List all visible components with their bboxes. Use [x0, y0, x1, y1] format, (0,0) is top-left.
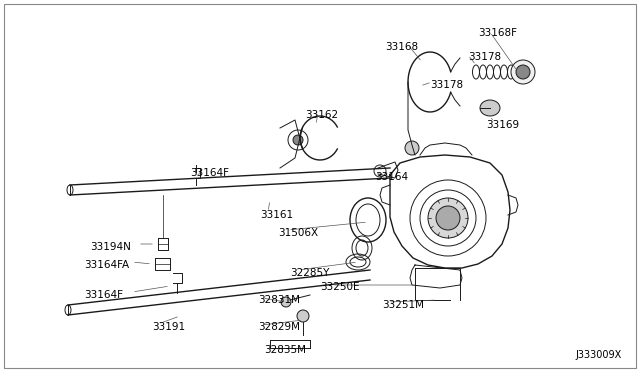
Text: 33168: 33168 — [385, 42, 418, 52]
Text: 33161: 33161 — [260, 210, 293, 220]
Text: 32831M: 32831M — [258, 295, 300, 305]
Ellipse shape — [511, 60, 535, 84]
Ellipse shape — [65, 305, 71, 315]
Ellipse shape — [428, 198, 468, 238]
Text: 33194N: 33194N — [90, 242, 131, 252]
Ellipse shape — [516, 65, 530, 79]
Text: 33178: 33178 — [468, 52, 501, 62]
Ellipse shape — [281, 297, 291, 307]
Ellipse shape — [297, 310, 309, 322]
Text: 32285Y: 32285Y — [290, 268, 330, 278]
Ellipse shape — [436, 206, 460, 230]
Text: 32829M: 32829M — [258, 322, 300, 332]
Text: 33164F: 33164F — [190, 168, 229, 178]
Text: 33250E: 33250E — [320, 282, 360, 292]
Ellipse shape — [480, 100, 500, 116]
Ellipse shape — [374, 165, 386, 177]
Text: 33164: 33164 — [375, 172, 408, 182]
Text: 33164FA: 33164FA — [84, 260, 129, 270]
Ellipse shape — [405, 141, 419, 155]
Text: 33169: 33169 — [486, 120, 519, 130]
Ellipse shape — [293, 135, 303, 145]
Text: 33168F: 33168F — [478, 28, 517, 38]
Text: 31506X: 31506X — [278, 228, 318, 238]
Text: 33191: 33191 — [152, 322, 185, 332]
Text: 33162: 33162 — [305, 110, 338, 120]
Ellipse shape — [67, 185, 73, 195]
Text: 33164F: 33164F — [84, 290, 123, 300]
Text: 33178: 33178 — [430, 80, 463, 90]
Text: J333009X: J333009X — [576, 350, 622, 360]
Text: 32835M: 32835M — [264, 345, 306, 355]
Text: 33251M: 33251M — [382, 300, 424, 310]
Ellipse shape — [288, 130, 308, 150]
